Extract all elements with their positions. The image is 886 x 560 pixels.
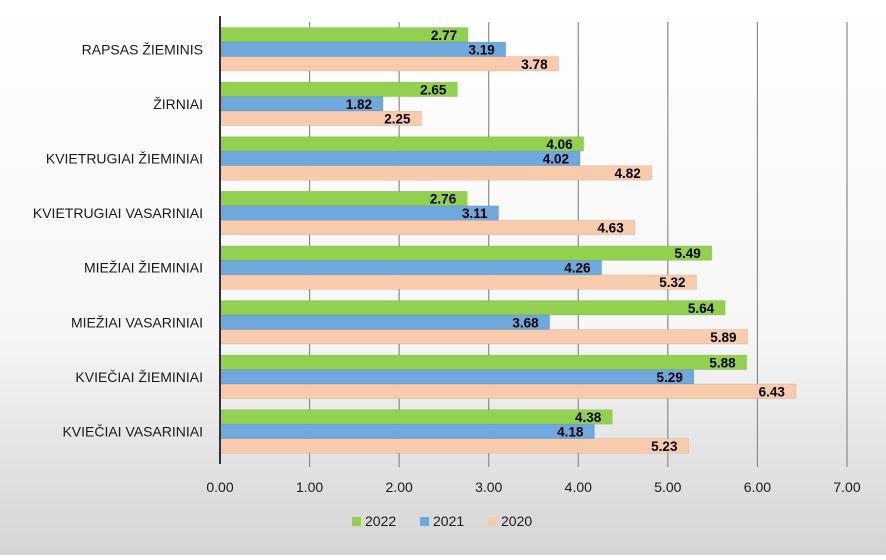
data-label: 5.23	[651, 439, 678, 454]
data-label: 3.78	[521, 57, 548, 72]
category-label: KVIETRUGIAI ŽIEMINIAI	[46, 150, 203, 166]
category-label: MIEŽIAI VASARINIAI	[71, 314, 203, 330]
x-tick-label: 2.00	[386, 479, 413, 495]
data-label: 2.65	[420, 82, 447, 97]
bar-2020	[219, 438, 689, 454]
data-label: 4.06	[546, 137, 573, 152]
bar-2020	[219, 165, 653, 181]
bar-2021	[219, 205, 499, 221]
category-label: RAPSAS ŽIEMINIS	[82, 41, 203, 57]
data-label: 6.43	[759, 384, 786, 399]
bar-2021	[219, 260, 602, 276]
data-label: 4.18	[557, 424, 584, 439]
data-label: 2.25	[384, 111, 411, 126]
data-label: 3.19	[468, 42, 494, 57]
category-label: ŽIRNIAI	[153, 96, 203, 112]
bar-2020	[219, 220, 636, 236]
bar-2020	[219, 383, 797, 399]
legend-swatch-2021	[420, 517, 429, 526]
legend-swatch-2020	[488, 517, 497, 526]
data-label: 5.32	[659, 275, 685, 290]
bar-2021	[219, 41, 507, 57]
data-label: 4.38	[575, 410, 602, 425]
legend-label: 2020	[501, 513, 532, 529]
bar-2021	[219, 150, 581, 166]
data-label: 5.49	[674, 246, 700, 261]
legend-swatch-2022	[352, 517, 361, 526]
data-label: 2.77	[431, 28, 457, 43]
labels: 0.00 1.00 2.00 3.00 4.00 5.00 6.00 7.00 RAPSAS Ž…	[33, 28, 861, 495]
bar-2021	[219, 369, 695, 385]
category-label: KVIEČIAI VASARINIAI	[62, 423, 203, 439]
legend: 2022 2021 2020	[352, 513, 532, 529]
category-label: KVIETRUGIAI VASARINIAI	[33, 205, 203, 221]
x-tick-label: 3.00	[475, 479, 502, 495]
data-label: 5.89	[710, 330, 736, 345]
category-label: KVIEČIAI ŽIEMINIAI	[75, 369, 203, 385]
x-tick-label: 1.00	[296, 479, 323, 495]
bar-2021	[219, 314, 550, 330]
x-tick-label: 0.00	[206, 479, 233, 495]
x-tick-label: 6.00	[744, 479, 771, 495]
data-label: 4.26	[564, 261, 591, 276]
data-label: 3.11	[462, 206, 488, 221]
bar-2022	[219, 245, 713, 261]
bar-2020	[219, 274, 697, 290]
bar-2022	[219, 354, 747, 370]
bar-2022	[219, 300, 726, 316]
bar-2021	[219, 423, 595, 440]
x-tick-label: 4.00	[565, 479, 592, 495]
data-label: 4.02	[543, 151, 569, 166]
bar-2020	[219, 56, 559, 72]
x-tick-label: 5.00	[654, 479, 681, 495]
data-label: 5.29	[657, 370, 683, 385]
data-label: 4.82	[614, 166, 640, 181]
legend-label: 2022	[365, 513, 396, 529]
data-label: 1.82	[346, 97, 372, 112]
data-label: 3.68	[512, 315, 539, 330]
bar-2022	[219, 136, 584, 152]
x-tick-label: 7.00	[833, 479, 860, 495]
bars	[219, 27, 797, 454]
category-label: MIEŽIAI ŽIEMINIAI	[84, 260, 203, 276]
bar-2020	[219, 329, 748, 345]
legend-label: 2021	[433, 513, 464, 529]
data-label: 5.64	[688, 301, 715, 316]
data-label: 5.88	[709, 355, 736, 370]
data-label: 4.63	[597, 221, 624, 236]
bar-2022	[219, 409, 613, 425]
data-label: 2.76	[430, 192, 457, 207]
